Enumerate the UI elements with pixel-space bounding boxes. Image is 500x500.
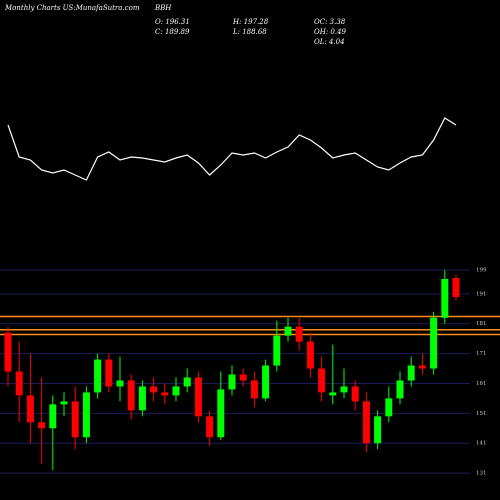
- candle-body: [150, 386, 158, 393]
- candle-body: [362, 401, 370, 444]
- candle-body: [262, 365, 270, 399]
- y-tick-label: 181: [476, 321, 487, 327]
- candle-body: [71, 401, 79, 438]
- source: Monthly Charts US:MunafaSutra.com: [4, 4, 140, 12]
- candle-body: [351, 386, 359, 402]
- candle-body: [127, 380, 135, 411]
- chart-title: BBH: [154, 4, 172, 12]
- candle-body: [407, 365, 415, 381]
- candle-body: [418, 365, 426, 369]
- candle-body: [105, 359, 113, 387]
- candle-body: [329, 392, 337, 396]
- candle-body: [138, 386, 146, 411]
- candle-body: [38, 422, 46, 429]
- candle-body: [374, 416, 382, 444]
- candle-body: [217, 389, 225, 438]
- info-oh: OH: 0.49: [314, 28, 347, 36]
- candle-body: [273, 335, 281, 366]
- info-oc: OC: 3.38: [314, 18, 346, 26]
- candle-body: [15, 371, 23, 396]
- candle-body: [206, 416, 214, 438]
- candle-body: [183, 377, 191, 387]
- info-close: C: 189.89: [155, 28, 190, 36]
- candle-body: [318, 368, 326, 393]
- candle-body: [194, 377, 202, 417]
- y-tick-label: 141: [476, 441, 487, 447]
- candle-body: [385, 398, 393, 417]
- candle-body: [161, 392, 169, 396]
- candle-body: [94, 359, 102, 393]
- candle-body: [295, 326, 303, 342]
- candle-body: [49, 404, 57, 429]
- candle-body: [60, 401, 68, 405]
- candle-body: [306, 341, 314, 369]
- candle-body: [239, 374, 247, 381]
- y-tick-label: 171: [476, 351, 487, 357]
- candle-body: [172, 386, 180, 396]
- candle-body: [430, 317, 438, 369]
- candle-body: [228, 374, 236, 390]
- y-tick-label: 131: [476, 471, 487, 477]
- y-tick-label: 161: [476, 381, 487, 387]
- info-open: O: 196.31: [155, 18, 190, 26]
- y-tick-label: 199: [476, 267, 487, 273]
- candle-body: [116, 380, 124, 387]
- candle-body: [250, 380, 258, 399]
- candle-body: [340, 386, 348, 393]
- candle-body: [4, 332, 12, 372]
- candle-body: [82, 392, 90, 438]
- y-tick-label: 191: [476, 291, 487, 297]
- indicator-line: [7, 117, 457, 181]
- candle-body: [441, 278, 449, 318]
- info-high: H: 197.28: [232, 18, 269, 26]
- candle-body: [452, 277, 460, 298]
- candle-body: [284, 326, 292, 336]
- info-ol: OL: 4.04: [314, 38, 345, 46]
- candle-body: [396, 380, 404, 399]
- info-low: L: 188.68: [232, 28, 267, 36]
- y-tick-label: 151: [476, 411, 487, 417]
- candle-body: [26, 395, 34, 423]
